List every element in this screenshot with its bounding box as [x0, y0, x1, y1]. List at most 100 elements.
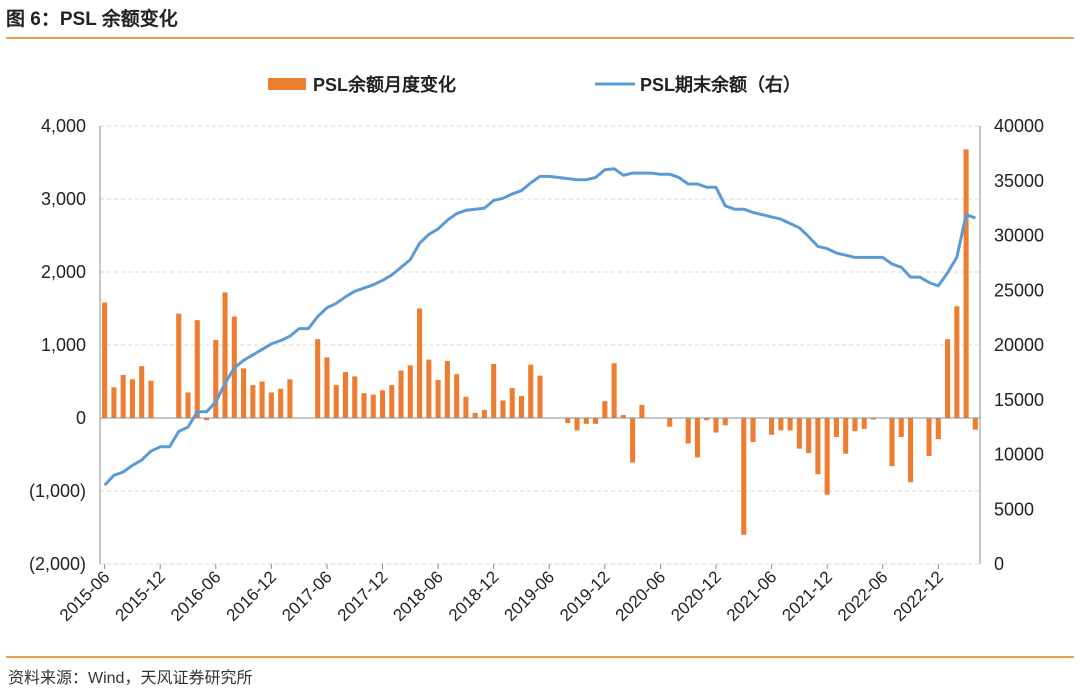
- x-tick-label: 2019-06: [501, 567, 559, 625]
- x-tick-label: 2021-12: [778, 567, 836, 625]
- bar: [241, 368, 247, 418]
- x-tick-label: 2020-12: [667, 567, 725, 625]
- y-left-tick-label: 0: [76, 408, 86, 428]
- bar: [963, 149, 969, 419]
- y-left-tick-label: (2,000): [29, 554, 86, 574]
- bar: [843, 418, 849, 454]
- bar-series: [102, 149, 978, 535]
- source-rule: [6, 656, 1074, 658]
- bar: [139, 366, 145, 418]
- source-note: 资料来源：Wind，天风证券研究所: [8, 670, 253, 687]
- bar: [907, 418, 914, 483]
- bar: [898, 418, 904, 437]
- bar: [509, 388, 515, 418]
- bar: [250, 385, 256, 418]
- bar: [213, 339, 219, 418]
- y-right-tick-label: 20000: [994, 335, 1044, 355]
- y-left-tick-label: 3,000: [41, 189, 86, 209]
- bar: [352, 376, 358, 418]
- bar: [528, 364, 534, 418]
- bar: [444, 361, 450, 418]
- title-rule: [6, 37, 1074, 39]
- x-tick-label: 2017-12: [334, 567, 392, 625]
- y-right-tick-label: 40000: [994, 116, 1044, 136]
- bar: [796, 418, 802, 449]
- bar: [741, 418, 747, 535]
- bar: [593, 418, 599, 424]
- bar: [694, 418, 701, 458]
- x-tick-label: 2020-06: [612, 567, 670, 625]
- bar: [379, 390, 386, 418]
- bar: [769, 418, 775, 435]
- bar: [935, 418, 941, 440]
- y-left-tick-label: 2,000: [41, 262, 86, 282]
- x-tick-label: 2017-06: [278, 567, 336, 625]
- bar: [750, 418, 756, 443]
- bar: [500, 400, 506, 418]
- x-tick-label: 2018-12: [445, 567, 503, 625]
- bar: [704, 418, 710, 421]
- bar: [361, 393, 367, 418]
- bar: [102, 302, 108, 418]
- bar: [667, 418, 673, 427]
- bar: [342, 372, 349, 418]
- x-tick-label: 2021-06: [723, 567, 781, 625]
- bar: [120, 374, 126, 418]
- bar: [583, 418, 589, 424]
- bar: [454, 374, 460, 418]
- legend-bar-swatch: [268, 78, 306, 90]
- bar: [287, 379, 293, 418]
- bar: [185, 392, 191, 418]
- x-tick-label: 2018-06: [389, 567, 447, 625]
- figure-title: 图 6：PSL 余额变化: [6, 9, 178, 30]
- bar: [824, 418, 830, 495]
- bar: [945, 339, 951, 418]
- y-right-tick-label: 0: [994, 554, 1004, 574]
- y-right-tick-label: 25000: [994, 280, 1044, 300]
- bar: [602, 401, 608, 418]
- bar: [972, 418, 978, 430]
- bar: [491, 363, 497, 418]
- bar: [639, 404, 645, 418]
- bar: [806, 418, 812, 454]
- bar: [787, 418, 793, 431]
- x-tick-label: 2016-06: [167, 567, 225, 625]
- x-tick-label: 2022-12: [890, 567, 948, 625]
- bar: [278, 388, 284, 418]
- bar: [778, 418, 784, 431]
- bar: [620, 415, 626, 418]
- bar: [861, 418, 867, 429]
- bar: [435, 380, 441, 418]
- bar: [370, 394, 376, 418]
- bar: [222, 292, 228, 418]
- x-tick-label: 2019-12: [556, 567, 614, 625]
- bar: [129, 379, 135, 418]
- bar: [426, 359, 432, 418]
- bar: [685, 418, 691, 444]
- bar: [889, 418, 895, 467]
- x-tick-label: 2022-06: [834, 567, 892, 625]
- y-right-tick-label: 35000: [994, 171, 1044, 191]
- bar: [315, 339, 321, 418]
- bar: [268, 392, 274, 418]
- x-tick-label: 2015-12: [111, 567, 169, 625]
- bar: [324, 357, 330, 418]
- bar: [954, 306, 960, 418]
- y-left-tick-label: 1,000: [41, 335, 86, 355]
- legend: PSL余额月度变化 PSL期末余额（右）: [268, 74, 801, 95]
- bar: [713, 418, 719, 433]
- bar: [926, 418, 932, 456]
- y-right-tick-label: 15000: [994, 390, 1044, 410]
- bar: [176, 313, 182, 418]
- balance-line: [103, 167, 976, 487]
- line-series: [103, 167, 976, 487]
- x-tick-label: 2015-06: [56, 567, 114, 625]
- legend-bar-label: PSL余额月度变化: [313, 74, 456, 95]
- bar: [611, 363, 617, 418]
- bar: [472, 412, 478, 418]
- bar: [111, 387, 117, 418]
- y-right-tick-label: 5000: [994, 499, 1034, 519]
- bar: [815, 418, 821, 475]
- bar: [148, 380, 154, 418]
- bar: [852, 418, 858, 432]
